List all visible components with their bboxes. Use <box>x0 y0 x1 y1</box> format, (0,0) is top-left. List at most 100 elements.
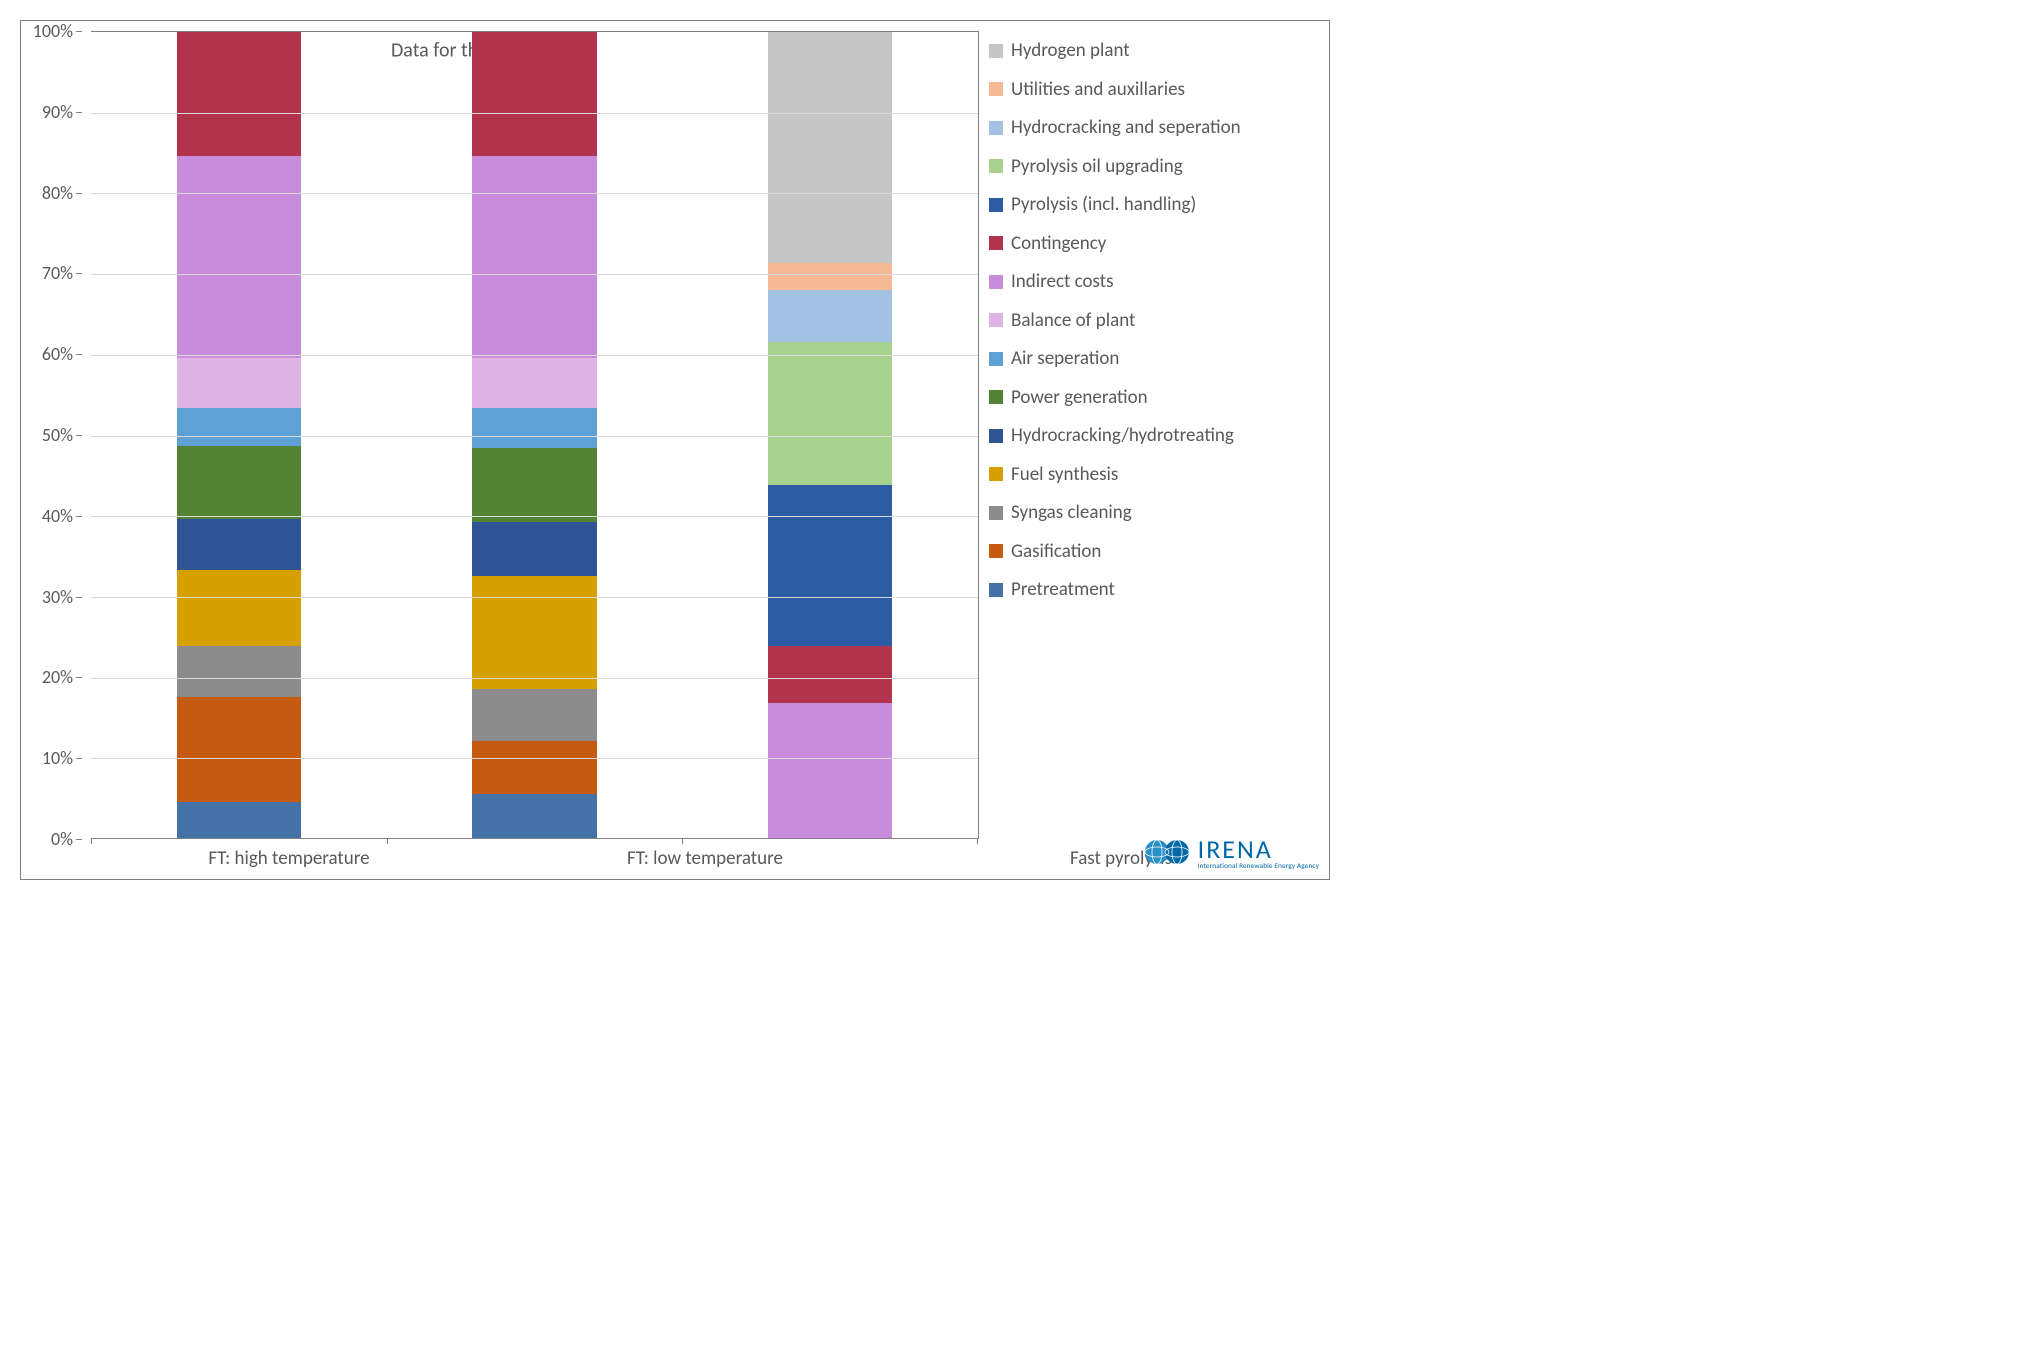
legend-label: Utilities and auxillaries <box>1011 78 1185 101</box>
bar-segment <box>768 703 892 838</box>
chart-container: 0%10%20%30%40%50%60%70%80%90%100% Data f… <box>20 20 1330 880</box>
bar-segment <box>177 32 301 156</box>
legend-swatch <box>989 390 1003 404</box>
bar-segment <box>472 408 596 448</box>
bar-segment <box>472 448 596 522</box>
y-tick-label: 60% <box>42 343 73 365</box>
legend-label: Air seperation <box>1011 347 1119 370</box>
grid-line <box>91 516 978 517</box>
logo-main-text: IRENA <box>1198 836 1319 862</box>
bar-segment <box>768 263 892 290</box>
grid-line <box>91 355 978 356</box>
legend-swatch <box>989 313 1003 327</box>
legend-swatch <box>989 429 1003 443</box>
x-axis-label: FT: high temperature <box>81 839 497 879</box>
bar-segment <box>472 156 596 358</box>
y-tick-label: 0% <box>51 828 73 850</box>
bar-segment <box>177 802 301 838</box>
legend-item: Fuel synthesis <box>989 463 1319 486</box>
bar-segment <box>177 697 301 802</box>
logo-sub-text: International Renewable Energy Agency <box>1198 862 1319 869</box>
y-tick-label: 40% <box>42 505 73 527</box>
x-axis-labels: FT: high temperatureFT: low temperatureF… <box>81 839 1329 879</box>
grid-line <box>91 597 978 598</box>
legend-item: Pyrolysis oil upgrading <box>989 155 1319 178</box>
legend-item: Balance of plant <box>989 309 1319 332</box>
legend-item: Air seperation <box>989 347 1319 370</box>
legend-item: Utilities and auxillaries <box>989 78 1319 101</box>
legend-item: Hydrocracking/hydrotreating <box>989 424 1319 447</box>
legend-label: Hydrocracking and seperation <box>1011 116 1241 139</box>
bar-segment <box>177 408 301 447</box>
legend-item: Hydrocracking and seperation <box>989 116 1319 139</box>
bar-segment <box>177 646 301 697</box>
legend-swatch <box>989 236 1003 250</box>
bar-segment <box>472 576 596 689</box>
legend-item: Gasification <box>989 540 1319 563</box>
bar-segment <box>768 342 892 485</box>
irena-logo: IRENA International Renewable Energy Age… <box>1144 836 1319 869</box>
bar-segment <box>768 32 892 263</box>
y-tick-label: 80% <box>42 182 73 204</box>
legend-swatch <box>989 275 1003 289</box>
legend-swatch <box>989 198 1003 212</box>
legend-item: Power generation <box>989 386 1319 409</box>
bar-segment <box>768 485 892 646</box>
y-tick-label: 30% <box>42 586 73 608</box>
legend-label: Pyrolysis oil upgrading <box>1011 155 1183 178</box>
plot-wrapper: 0%10%20%30%40%50%60%70%80%90%100% Data f… <box>21 21 979 879</box>
legend-swatch <box>989 544 1003 558</box>
grid-line <box>91 678 978 679</box>
bar-segment <box>472 741 596 793</box>
legend-swatch <box>989 352 1003 366</box>
bar-segment <box>177 358 301 408</box>
legend-label: Hydrogen plant <box>1011 39 1130 62</box>
legend-item: Hydrogen plant <box>989 39 1319 62</box>
y-tick-label: 90% <box>42 101 73 123</box>
legend-label: Hydrocracking/hydrotreating <box>1011 424 1234 447</box>
bar-segment <box>768 646 892 702</box>
bar-segment <box>177 446 301 519</box>
grid-line <box>91 113 978 114</box>
legend-item: Indirect costs <box>989 270 1319 293</box>
legend-label: Contingency <box>1011 232 1106 255</box>
legend-swatch <box>989 159 1003 173</box>
y-tick-label: 50% <box>42 424 73 446</box>
legend-swatch <box>989 44 1003 58</box>
bar-segment <box>177 570 301 647</box>
x-axis-label: FT: low temperature <box>497 839 913 879</box>
legend-label: Syngas cleaning <box>1011 501 1132 524</box>
y-tick-label: 70% <box>42 262 73 284</box>
bar-segment <box>472 358 596 408</box>
legend-item: Contingency <box>989 232 1319 255</box>
legend: Hydrogen plant Utilities and auxillaries H… <box>979 21 1329 879</box>
legend-item: Pyrolysis (incl. handling) <box>989 193 1319 216</box>
y-tick-label: 100% <box>33 20 73 42</box>
grid-line <box>91 274 978 275</box>
legend-label: Indirect costs <box>1011 270 1114 293</box>
y-tick-label: 20% <box>42 666 73 688</box>
bar-segment <box>177 519 301 570</box>
globe-icon <box>1144 837 1192 867</box>
grid-line <box>91 436 978 437</box>
plot-area: Data for the nth plant <box>91 31 979 839</box>
legend-swatch <box>989 583 1003 597</box>
bar-segment <box>472 794 596 838</box>
legend-label: Pyrolysis (incl. handling) <box>1011 193 1196 216</box>
legend-swatch <box>989 82 1003 96</box>
bar-segment <box>177 156 301 358</box>
legend-label: Fuel synthesis <box>1011 463 1118 486</box>
legend-swatch <box>989 467 1003 481</box>
y-axis: 0%10%20%30%40%50%60%70%80%90%100% <box>21 31 81 839</box>
legend-label: Power generation <box>1011 386 1148 409</box>
bar-segment <box>472 32 596 156</box>
legend-label: Gasification <box>1011 540 1101 563</box>
bar-segment <box>768 290 892 342</box>
legend-label: Pretreatment <box>1011 578 1115 601</box>
grid-line <box>91 193 978 194</box>
legend-item: Pretreatment <box>989 578 1319 601</box>
legend-item: Syngas cleaning <box>989 501 1319 524</box>
grid-line <box>91 758 978 759</box>
legend-swatch <box>989 506 1003 520</box>
legend-swatch <box>989 121 1003 135</box>
